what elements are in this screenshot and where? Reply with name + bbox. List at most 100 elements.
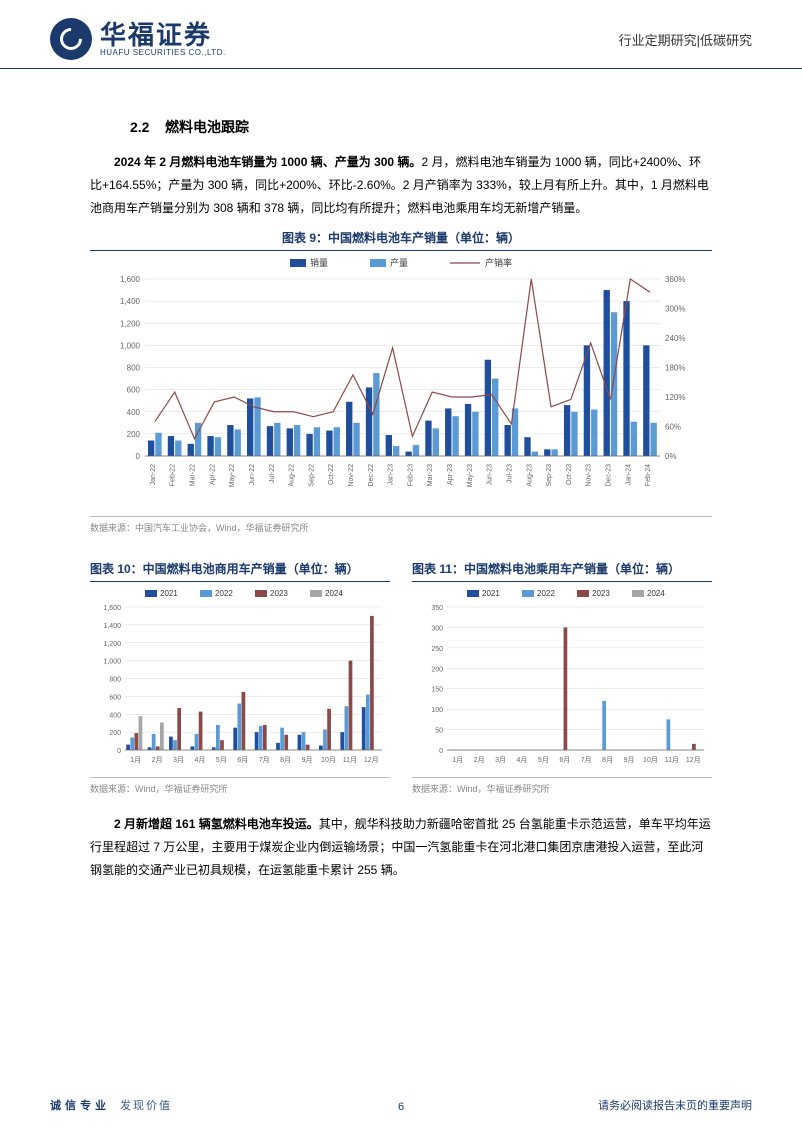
svg-text:Jul-23: Jul-23 [506,464,513,483]
svg-text:3月: 3月 [173,756,184,764]
svg-text:200: 200 [109,731,121,738]
svg-text:Apr-22: Apr-22 [209,464,216,485]
chart10-box: 202120222023202402004006008001,0001,2001… [90,581,390,778]
svg-text:1,400: 1,400 [120,298,141,307]
section-heading: 2.2 燃料电池跟踪 [130,117,712,137]
svg-text:2月: 2月 [152,756,163,764]
svg-text:12月: 12月 [364,756,379,764]
chart9-svg: 销量产量产销率02004006008001,0001,2001,4001,600… [90,251,710,511]
footer-right: 请务必阅读报告末页的重要声明 [598,1097,752,1113]
svg-text:0: 0 [117,748,121,755]
svg-text:12月: 12月 [686,756,701,764]
svg-text:2024: 2024 [647,589,665,598]
svg-text:Mar-23: Mar-23 [427,464,434,486]
svg-text:Jan-22: Jan-22 [150,464,157,486]
svg-text:6月: 6月 [559,756,570,764]
svg-text:150: 150 [431,687,443,694]
svg-text:4月: 4月 [517,756,528,764]
svg-text:2021: 2021 [160,589,178,598]
svg-text:1,600: 1,600 [103,605,121,612]
svg-text:Feb-24: Feb-24 [645,464,652,486]
svg-text:1,600: 1,600 [120,275,141,284]
svg-text:Aug-23: Aug-23 [526,464,533,487]
svg-text:800: 800 [127,364,141,373]
svg-text:2023: 2023 [270,589,288,598]
chart10-title: 图表 10：中国燃料电池商用车产销量（单位：辆） [90,560,390,577]
svg-text:7月: 7月 [581,756,592,764]
svg-text:3月: 3月 [495,756,506,764]
svg-text:1,200: 1,200 [103,641,121,648]
svg-text:11月: 11月 [665,756,679,764]
svg-text:产量: 产量 [390,257,408,268]
svg-text:Aug-22: Aug-22 [289,464,296,487]
svg-text:8月: 8月 [602,756,613,764]
svg-text:2022: 2022 [537,589,555,598]
chart11-svg: 20212022202320240501001502002503003501月2… [412,582,712,772]
svg-text:250: 250 [431,646,443,653]
paragraph-2: 2 月新增超 161 辆氢燃料电池车投运。其中，舰华科技助力新疆哈密首批 25 … [90,813,712,881]
svg-text:7月: 7月 [259,756,270,764]
svg-text:1月: 1月 [452,756,463,764]
page-number: 6 [398,1101,404,1113]
svg-text:Jun-22: Jun-22 [249,464,256,486]
svg-text:4月: 4月 [195,756,206,764]
svg-text:Sep-23: Sep-23 [546,464,553,487]
svg-text:5月: 5月 [538,756,549,764]
svg-text:0: 0 [136,452,141,461]
svg-text:May-22: May-22 [229,464,236,487]
svg-text:8月: 8月 [280,756,291,764]
svg-text:2023: 2023 [592,589,610,598]
chart11-title: 图表 11：中国燃料电池乘用车产销量（单位：辆） [412,560,712,577]
svg-text:10月: 10月 [643,756,658,764]
footer-left: 诚信专业发现价值 [50,1097,172,1113]
svg-text:2月: 2月 [474,756,485,764]
logo-text-en: HUAFU SECURITIES CO.,LTD. [100,48,226,57]
svg-text:Sep-22: Sep-22 [308,464,315,487]
svg-text:400: 400 [127,408,141,417]
svg-text:9月: 9月 [302,756,313,764]
svg-text:0%: 0% [665,452,677,461]
svg-text:350: 350 [431,605,443,612]
svg-text:360%: 360% [665,275,685,284]
svg-text:产销率: 产销率 [485,257,512,268]
svg-text:240%: 240% [665,334,685,343]
svg-text:600: 600 [127,386,141,395]
svg-text:2024: 2024 [325,589,343,598]
footer-left-main: 诚信专业 [50,1100,110,1112]
svg-text:Oct-23: Oct-23 [566,464,573,485]
footer-left-sub: 发现价值 [120,1100,172,1112]
svg-text:Jul-22: Jul-22 [269,464,276,483]
svg-text:6月: 6月 [237,756,248,764]
svg-text:1,400: 1,400 [103,623,121,630]
svg-text:50: 50 [435,728,443,735]
svg-text:0: 0 [439,748,443,755]
svg-text:Jan-23: Jan-23 [388,464,395,486]
svg-text:Nov-22: Nov-22 [348,464,355,487]
chart10-svg: 202120222023202402004006008001,0001,2001… [90,582,390,772]
svg-text:Apr-23: Apr-23 [447,464,454,485]
header-category: 行业定期研究|低碳研究 [619,30,752,49]
svg-text:120%: 120% [665,393,685,402]
svg-text:Dec-22: Dec-22 [368,464,375,487]
chart9-title: 图表 9：中国燃料电池车产销量（单位：辆） [90,229,712,246]
svg-text:2021: 2021 [482,589,500,598]
svg-text:Jan-24: Jan-24 [625,464,632,486]
svg-text:5月: 5月 [216,756,227,764]
svg-text:10月: 10月 [321,756,336,764]
chart9-box: 销量产量产销率02004006008001,0001,2001,4001,600… [90,250,712,517]
svg-text:1月: 1月 [130,756,141,764]
logo-icon [50,18,92,60]
svg-text:Jun-23: Jun-23 [487,464,494,486]
svg-text:180%: 180% [665,364,685,373]
paragraph-1: 2024 年 2 月燃料电池车销量为 1000 辆、产量为 300 辆。2 月，… [90,151,712,219]
svg-text:9月: 9月 [624,756,635,764]
svg-text:Oct-22: Oct-22 [328,464,335,485]
svg-text:800: 800 [109,677,121,684]
para1-bold: 2024 年 2 月燃料电池车销量为 1000 辆、产量为 300 辆。 [114,155,421,169]
svg-text:300%: 300% [665,305,685,314]
page-header: 华福证券 HUAFU SECURITIES CO.,LTD. 行业定期研究|低碳… [0,0,802,69]
svg-text:1,000: 1,000 [120,342,141,351]
svg-text:1,000: 1,000 [103,659,121,666]
svg-text:Dec-23: Dec-23 [605,464,612,487]
svg-text:200: 200 [431,667,443,674]
